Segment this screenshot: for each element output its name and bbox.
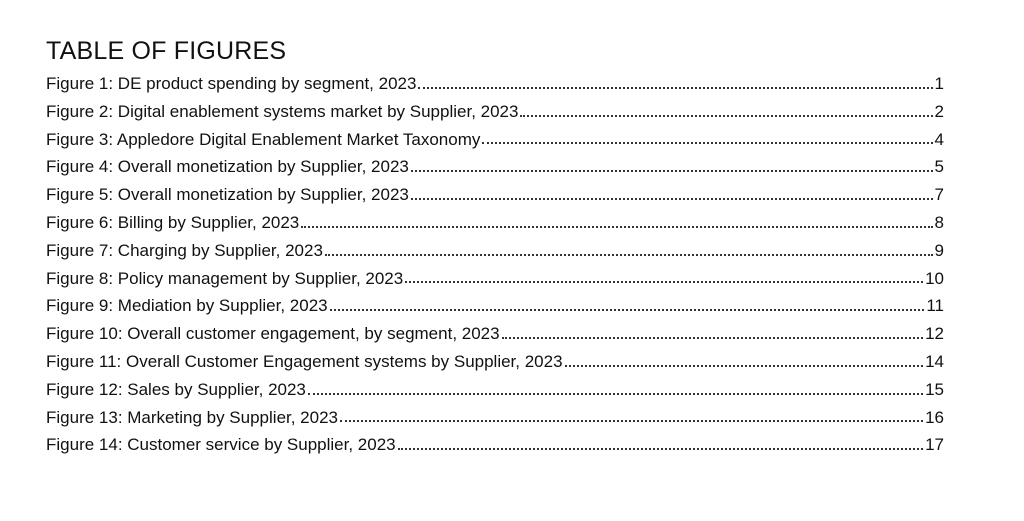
figure-entry[interactable]: Figure 9: Mediation by Supplier, 2023 11 xyxy=(46,292,944,320)
figure-entry[interactable]: Figure 1: DE product spending by segment… xyxy=(46,70,944,98)
dot-leader xyxy=(397,447,924,451)
dot-leader xyxy=(301,225,933,228)
dot-leader xyxy=(410,197,933,200)
figure-entry[interactable]: Figure 14: Customer service by Supplier,… xyxy=(46,431,944,459)
dot-leader xyxy=(340,419,924,423)
figure-list: Figure 1: DE product spending by segment… xyxy=(46,70,944,459)
figure-entry[interactable]: Figure 5: Overall monetization by Suppli… xyxy=(46,181,944,209)
figure-entry-title: Figure 2: Digital enablement systems mar… xyxy=(46,101,519,121)
figure-entry-page: 16 xyxy=(925,407,944,427)
dot-leader xyxy=(329,308,925,312)
figure-entry[interactable]: Figure 7: Charging by Supplier, 2023 9 xyxy=(46,237,944,265)
figure-entry[interactable]: Figure 11: Overall Customer Engagement s… xyxy=(46,348,944,376)
figure-entry-title: Figure 7: Charging by Supplier, 2023 xyxy=(46,240,323,260)
figure-entry-title: Figure 10: Overall customer engagement, … xyxy=(46,324,500,344)
figure-entry-page: 5 xyxy=(934,157,944,177)
figure-entry-page: 15 xyxy=(925,379,944,399)
figure-entry-title: Figure 13: Marketing by Supplier, 2023 xyxy=(46,407,339,427)
figure-entry[interactable]: Figure 13: Marketing by Supplier, 2023 1… xyxy=(46,404,944,432)
figure-entry-title: Figure 5: Overall monetization by Suppli… xyxy=(46,185,409,205)
dot-leader xyxy=(501,336,924,339)
figure-entry-title: Figure 8: Policy management by Supplier,… xyxy=(46,268,404,288)
figure-entry-page: 14 xyxy=(925,351,944,371)
figure-entry[interactable]: Figure 10: Overall customer engagement, … xyxy=(46,320,944,348)
figure-entry-page: 11 xyxy=(926,296,944,316)
figure-entry-title: Figure 9: Mediation by Supplier, 2023 xyxy=(46,296,328,316)
figure-entry-page: 9 xyxy=(934,240,944,260)
figure-entry[interactable]: Figure 8: Policy management by Supplier,… xyxy=(46,265,944,293)
figure-entry-page: 8 xyxy=(934,212,944,232)
figure-entry-title: Figure 4: Overall monetization by Suppli… xyxy=(46,157,409,177)
figure-entry[interactable]: Figure 4: Overall monetization by Suppli… xyxy=(46,153,944,181)
figure-entry-title: Figure 12: Sales by Supplier, 2023 xyxy=(46,379,306,399)
figure-entry-title: Figure 6: Billing by Supplier, 2023 xyxy=(46,212,300,232)
figure-entry[interactable]: Figure 6: Billing by Supplier, 2023 8 xyxy=(46,209,944,237)
figure-entry[interactable]: Figure 12: Sales by Supplier, 2023 15 xyxy=(46,376,944,404)
figure-entry-page: 7 xyxy=(934,185,944,205)
figure-entry-title: Figure 1: DE product spending by segment… xyxy=(46,74,417,93)
dot-leader xyxy=(410,169,933,173)
dot-leader xyxy=(405,280,924,284)
figure-entry[interactable]: Figure 3: Appledore Digital Enablement M… xyxy=(46,126,944,154)
figure-entry-title: Figure 14: Customer service by Supplier,… xyxy=(46,435,396,455)
dot-leader xyxy=(482,141,933,145)
figure-entry-page: 1 xyxy=(934,74,944,93)
figure-entry-title: Figure 11: Overall Customer Engagement s… xyxy=(46,351,563,371)
dot-leader xyxy=(324,253,933,256)
dot-leader xyxy=(418,86,933,89)
figure-entry-page: 17 xyxy=(925,435,944,455)
dot-leader xyxy=(564,364,924,367)
figure-entry-page: 4 xyxy=(934,129,944,149)
figure-entry-page: 2 xyxy=(934,101,944,121)
dot-leader xyxy=(520,114,933,117)
figure-entry-page: 10 xyxy=(925,268,944,288)
figure-entry[interactable]: Figure 2: Digital enablement systems mar… xyxy=(46,98,944,126)
figure-entry-title: Figure 3: Appledore Digital Enablement M… xyxy=(46,129,481,149)
figure-entry-page: 12 xyxy=(925,324,944,344)
table-of-figures: TABLE OF FIGURES Figure 1: DE product sp… xyxy=(46,36,944,459)
dot-leader xyxy=(307,392,924,395)
page-title: TABLE OF FIGURES xyxy=(46,37,287,65)
